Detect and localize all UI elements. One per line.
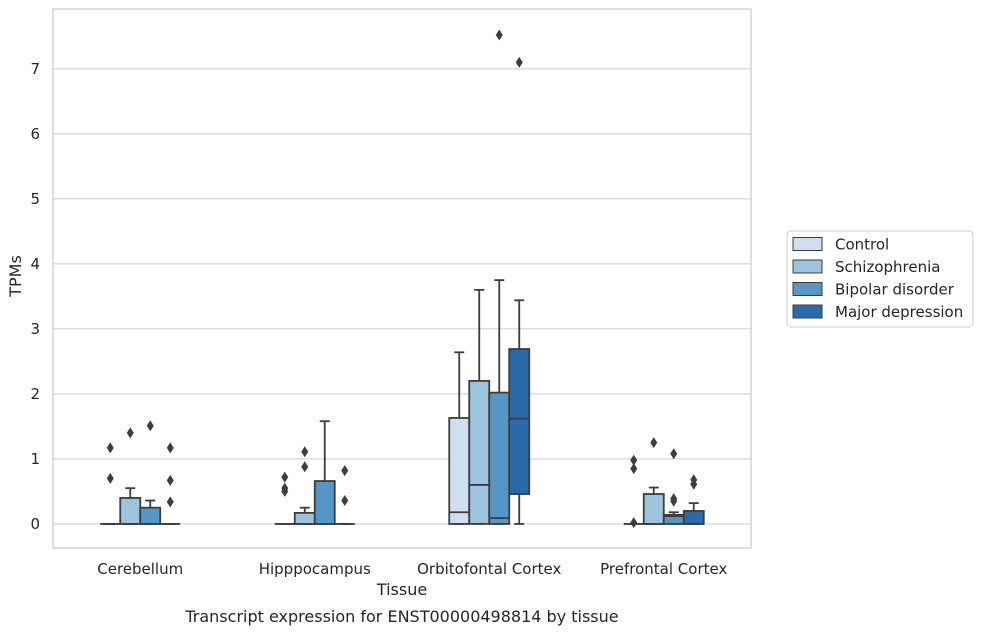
- box: [139, 420, 162, 525]
- box: [642, 437, 665, 525]
- box: [334, 465, 355, 525]
- box: [468, 288, 491, 525]
- box: [682, 474, 705, 525]
- box: [274, 471, 295, 525]
- box-body: [293, 511, 316, 525]
- outlier-point: [670, 495, 678, 507]
- outlier-point: [166, 442, 174, 454]
- outlier-point: [341, 495, 349, 507]
- outlier-point: [650, 437, 658, 449]
- box: [313, 420, 336, 525]
- box-body: [488, 391, 511, 525]
- box: [488, 29, 511, 525]
- outlier-point: [166, 474, 174, 486]
- box-body: [139, 506, 162, 525]
- box: [100, 442, 121, 525]
- outlier-point: [301, 461, 309, 473]
- legend-swatch: [792, 237, 823, 251]
- box-body: [468, 380, 491, 525]
- legend-swatch: [792, 282, 823, 296]
- box: [623, 454, 644, 529]
- y-tick-label: 6: [30, 125, 40, 143]
- box-body: [448, 417, 471, 525]
- outlier-point: [630, 454, 638, 466]
- box-body: [642, 493, 665, 525]
- y-axis-title: TPMs: [6, 255, 25, 298]
- outlier-point: [281, 471, 289, 483]
- outlier-point: [670, 448, 678, 460]
- outlier-point: [106, 442, 114, 454]
- plot-frame: [52, 8, 752, 549]
- y-tick-label: 1: [30, 450, 40, 468]
- outlier-point: [630, 463, 638, 475]
- box-body: [508, 348, 531, 495]
- y-tick-label: 3: [30, 320, 40, 338]
- outlier-point: [166, 496, 174, 508]
- legend-frame: [786, 230, 974, 328]
- box: [508, 56, 531, 525]
- legend: Control Schizophrenia Bipolar disorder Majo…: [786, 230, 974, 328]
- y-tick-label: 2: [30, 385, 40, 403]
- legend-swatch: [792, 304, 823, 319]
- outlier-point: [301, 446, 309, 458]
- x-axis-title: Tissue: [376, 580, 427, 599]
- x-tick-label: Hipppocampus: [259, 560, 371, 578]
- box: [119, 427, 142, 525]
- x-tick-labels: Cerebellum Hipppocampus Orbitofontal Corte…: [97, 560, 727, 578]
- series-bipolar-disorder: [139, 29, 685, 525]
- y-tick-label: 4: [30, 255, 40, 273]
- series-schizophrenia: [119, 288, 665, 525]
- box: [160, 442, 181, 525]
- legend-label: Bipolar disorder: [835, 281, 955, 299]
- legend-swatch: [792, 259, 823, 274]
- outlier-point: [281, 485, 289, 497]
- x-tick-label: Orbitofontal Cortex: [417, 560, 561, 578]
- outlier-point: [106, 472, 114, 484]
- y-tick-label: 0: [30, 515, 40, 533]
- chart-caption: Transcript expression for ENST0000049881…: [184, 607, 618, 626]
- outlier-point: [126, 427, 134, 439]
- y-tick-label: 7: [30, 60, 40, 78]
- outlier-point: [341, 465, 349, 477]
- outlier-point: [515, 56, 523, 68]
- x-tick-label: Prefrontal Cortex: [600, 560, 727, 578]
- outlier-point: [495, 29, 503, 41]
- box: [662, 448, 685, 525]
- box-body: [313, 480, 336, 525]
- box-body: [119, 497, 142, 525]
- legend-label: Major depression: [835, 303, 963, 321]
- y-tick-labels: 0 1 2 3 4 5 6 7: [30, 60, 40, 533]
- box-series-layer: [100, 29, 705, 529]
- outlier-point: [146, 420, 154, 432]
- outlier-point: [630, 517, 638, 529]
- legend-label: Control: [835, 236, 889, 254]
- series-control: [100, 351, 644, 529]
- outlier-point: [690, 478, 698, 490]
- series-major-depression: [160, 56, 705, 525]
- x-tick-label: Cerebellum: [97, 560, 183, 578]
- y-tick-label: 5: [30, 190, 40, 208]
- legend-label: Schizophrenia: [835, 258, 940, 276]
- box-body: [682, 510, 705, 525]
